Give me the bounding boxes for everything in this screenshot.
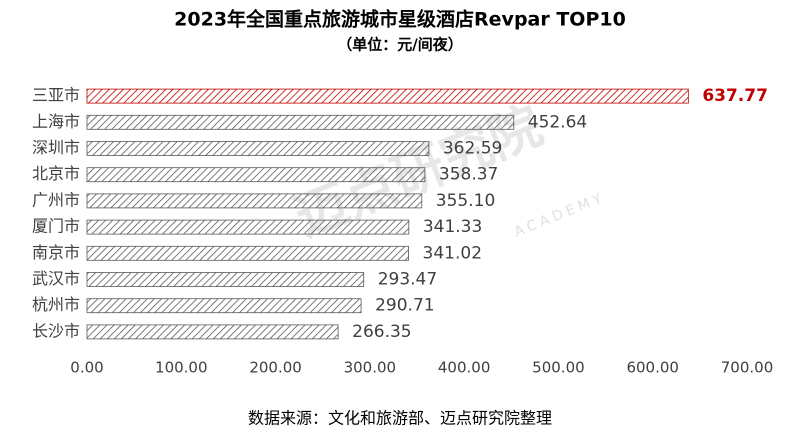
value-label: 341.33 (423, 217, 482, 237)
y-tick-label: 厦门市 (32, 217, 80, 236)
bar (86, 324, 339, 340)
bar (86, 245, 409, 261)
bar (86, 219, 410, 235)
value-label: 266.35 (352, 322, 411, 342)
value-label: 358.37 (439, 165, 498, 185)
y-tick-label: 长沙市 (32, 321, 80, 340)
chart-subtitle: （单位：元/间夜） (337, 36, 462, 54)
y-tick-label: 广州市 (32, 190, 80, 209)
bar (86, 88, 689, 104)
y-tick-label: 杭州市 (32, 295, 80, 314)
source-note: 数据来源：文化和旅游部、迈点研究院整理 (248, 409, 552, 428)
y-tick-label: 武汉市 (32, 269, 80, 288)
y-tick-label: 深圳市 (32, 138, 80, 157)
value-label: 452.64 (528, 112, 587, 132)
x-tick-label: 400.00 (438, 359, 491, 377)
x-tick-label: 300.00 (344, 359, 397, 377)
y-tick-label: 北京市 (32, 164, 80, 183)
x-tick-label: 700.00 (721, 359, 774, 377)
chart-title: 2023年全国重点旅游城市星级酒店Revpar TOP10 (174, 8, 626, 31)
bar (86, 114, 515, 130)
value-label: 293.47 (378, 270, 437, 290)
y-tick-label: 三亚市 (32, 86, 80, 105)
value-label: 341.02 (423, 243, 482, 263)
value-label: 362.59 (443, 139, 502, 159)
bar (86, 167, 426, 183)
bar (86, 272, 365, 287)
x-tick-label: 600.00 (626, 359, 679, 377)
y-tick-label: 南京市 (32, 243, 80, 262)
watermark-sub: ACADEMY (512, 189, 608, 240)
bar (86, 298, 362, 314)
y-tick-label: 上海市 (32, 112, 80, 131)
x-tick-label: 200.00 (249, 359, 302, 377)
bar (86, 141, 430, 156)
bar (86, 193, 423, 209)
value-label: 637.77 (702, 86, 768, 106)
x-tick-label: 0.00 (70, 359, 103, 377)
x-tick-label: 500.00 (532, 359, 585, 377)
value-label: 355.10 (436, 191, 495, 211)
x-tick-label: 100.00 (155, 359, 208, 377)
value-label: 290.71 (375, 296, 434, 316)
